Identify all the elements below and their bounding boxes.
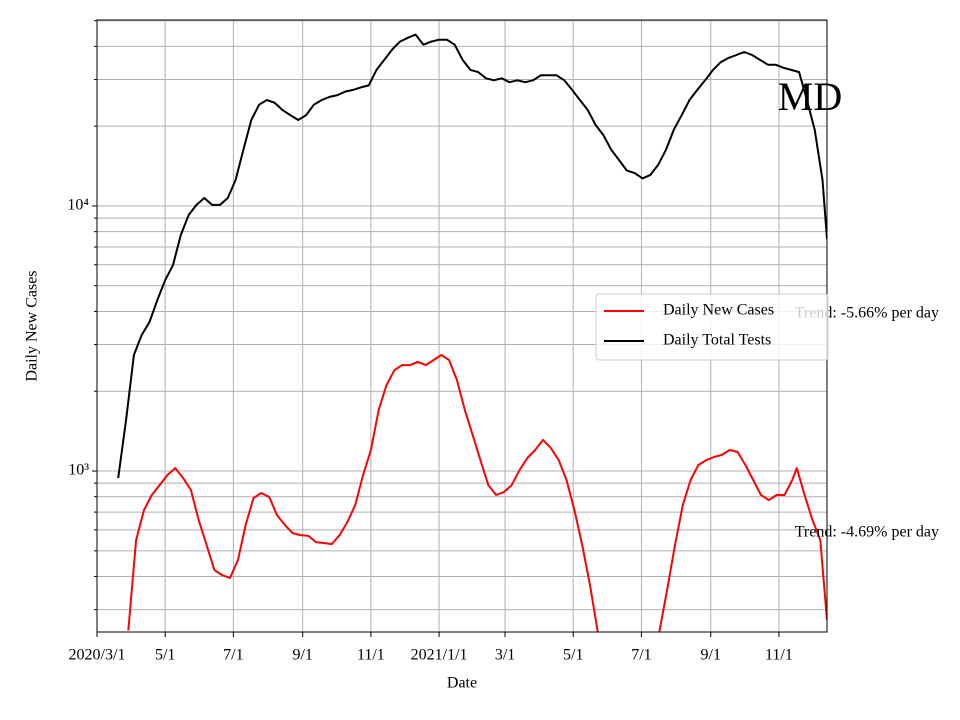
x-axis-label: Date <box>447 675 477 692</box>
x-tick-label: 5/1 <box>155 647 175 664</box>
x-tick-label: 11/1 <box>765 647 793 664</box>
state-label: MD <box>778 74 842 119</box>
y-tick-label: 10⁴ <box>67 197 89 214</box>
y-axis-label: Daily New Cases <box>24 270 41 381</box>
legend-label: Daily Total Tests <box>663 332 771 349</box>
ticks: 2020/3/1 5/1 7/1 9/1 11/1 2021/1/1 3/1 5/1 7/1 9/… <box>67 20 793 664</box>
x-tick-label: 7/1 <box>223 647 243 664</box>
series-line <box>117 33 827 479</box>
x-tick-label: 2021/1/1 <box>411 647 468 664</box>
x-tick-label: 11/1 <box>357 647 385 664</box>
y-tick-label: 10³ <box>68 462 89 479</box>
x-tick-label: 9/1 <box>292 647 312 664</box>
legend-label: Daily New Cases <box>663 302 774 319</box>
trend-tests: Trend: -5.66% per day <box>795 305 939 322</box>
x-tick-label: 2020/3/1 <box>69 647 126 664</box>
legend: Daily New Cases Daily Total Tests <box>595 293 829 361</box>
series-line <box>127 354 827 632</box>
x-tick-label: 7/1 <box>631 647 651 664</box>
lines <box>117 33 827 632</box>
x-tick-label: 9/1 <box>701 647 721 664</box>
x-tick-label: 5/1 <box>563 647 583 664</box>
x-tick-label: 3/1 <box>495 647 515 664</box>
trend-cases: Trend: -4.69% per day <box>795 524 939 541</box>
legend-box <box>595 293 829 361</box>
